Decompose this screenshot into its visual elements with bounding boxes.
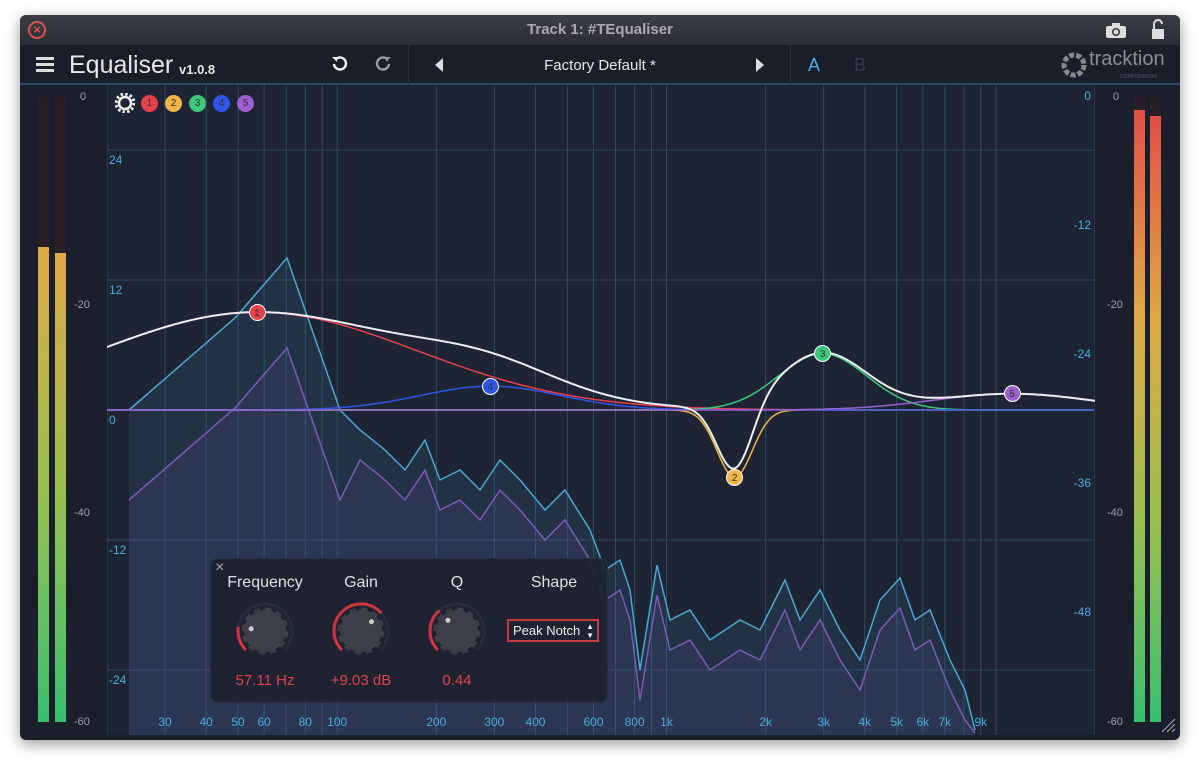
spectrum-scale-label: -12 (1073, 218, 1091, 232)
gain-scale-label: 12 (109, 283, 123, 297)
frequency-label: Frequency (227, 574, 303, 591)
meter-label: -40 (1107, 507, 1123, 519)
shape-value: Peak Notch (513, 623, 581, 638)
spectrum-line-input (128, 256, 976, 731)
spectrum-scale-label: -36 (1073, 476, 1091, 490)
title-bar: × Track 1: #TEqualiser (20, 15, 1180, 45)
meter-label: -20 (74, 299, 90, 311)
band-node-1[interactable]: 1 (248, 303, 266, 321)
frequency-axis-label: 1k (660, 715, 673, 729)
preset-name[interactable]: Factory Default * (544, 57, 656, 74)
meter-label: -20 (1107, 299, 1123, 311)
right-meter-bar-r (1150, 116, 1161, 722)
band-toggle-1[interactable]: 1 (141, 95, 158, 112)
q-value: 0.44 (442, 672, 472, 689)
meter-label: -60 (1107, 716, 1123, 728)
frequency-axis-label: 7k (938, 715, 952, 729)
band-curve-5 (107, 393, 1095, 411)
spectrum-scale-label: -48 (1073, 605, 1091, 619)
logo-subtitle: CORPORATION (1120, 74, 1157, 80)
q-label: Q (450, 574, 464, 591)
frequency-axis-label: 3k (817, 715, 830, 729)
band-toggle-2[interactable]: 2 (165, 95, 182, 112)
band-toggle-4[interactable]: 4 (213, 95, 230, 112)
frequency-axis-label: 200 (426, 715, 447, 729)
close-panel-icon[interactable]: × (215, 559, 225, 576)
frequency-axis-label: 600 (583, 715, 604, 729)
meter-label: 0 (80, 91, 87, 103)
frequency-axis-label: 80 (298, 715, 312, 729)
frequency-knob[interactable] (230, 601, 300, 661)
band-node-3[interactable]: 3 (814, 345, 832, 363)
frequency-axis-label: 6k (916, 715, 930, 729)
frequency-axis-label: 2k (759, 715, 772, 729)
shape-label: Shape (530, 574, 578, 591)
tracktion-logo: tracktion (1089, 48, 1165, 70)
updown-arrows-icon: ▲ ▼ (586, 622, 594, 640)
band-node-4[interactable]: 4 (481, 377, 499, 395)
tracktion-logo-icon (1061, 52, 1087, 78)
gain-value: +9.03 dB (330, 672, 392, 689)
spectrum-scale-label: -24 (1073, 347, 1091, 361)
window-title: Track 1: #TEqualiser (527, 21, 673, 38)
gain-knob[interactable] (326, 601, 396, 661)
meter-label: -40 (74, 507, 90, 519)
band-node-2[interactable]: 2 (726, 468, 744, 486)
gain-scale-label: 0 (109, 413, 116, 427)
frequency-axis-label: 4k (858, 715, 872, 729)
frequency-axis-label: 50 (231, 715, 245, 729)
meter-label: 0 (1113, 91, 1120, 103)
gain-label: Gain (344, 574, 378, 591)
gain-scale-label: -12 (109, 543, 127, 557)
version-label: v1.0.8 (179, 62, 216, 77)
right-meter-bar-l (1134, 110, 1145, 722)
unlock-icon[interactable] (1150, 19, 1166, 41)
resize-handle-icon[interactable] (1160, 717, 1176, 733)
menu-icon[interactable] (36, 57, 54, 72)
ab-b-button[interactable]: B (854, 55, 867, 75)
plugin-window: × Track 1: #TEqualiser Equaliser v1.0.8 … (20, 15, 1180, 740)
band-editor-panel: × Frequency Gain Q Shape Peak Notch ▲ ▼ 57… (210, 558, 608, 703)
left-meter-bar-r (55, 253, 66, 722)
spectrum-scale-label: 0 (1084, 89, 1091, 103)
frequency-value: 57.11 Hz (235, 672, 295, 689)
gain-scale-label: -24 (109, 673, 127, 687)
frequency-axis-label: 5k (890, 715, 904, 729)
next-preset-icon[interactable] (755, 58, 765, 72)
camera-icon[interactable] (1105, 22, 1127, 39)
band-toggle-5[interactable]: 5 (237, 95, 254, 112)
ab-a-button[interactable]: A (808, 55, 821, 75)
frequency-axis-label: 400 (525, 715, 546, 729)
settings-gear-icon[interactable] (115, 93, 135, 113)
left-meter-bar-l (38, 247, 49, 722)
frequency-axis-label: 30 (158, 715, 172, 729)
spectrum-line-output (128, 346, 976, 734)
frequency-axis-label: 100 (327, 715, 348, 729)
band-node-5[interactable]: 5 (1003, 385, 1021, 403)
frequency-axis-label: 300 (484, 715, 505, 729)
meter-label: -60 (74, 716, 90, 728)
total-eq-curve (107, 311, 1095, 470)
previous-preset-icon[interactable] (434, 58, 444, 72)
eq-graph[interactable]: 24 12 0 -12 -24 0 -12 -24 -36 -48 30 40 50 60 80 100 200… (107, 85, 1095, 735)
undo-icon[interactable] (330, 55, 348, 73)
app-title: Equaliser (69, 51, 174, 79)
shape-select[interactable]: Peak Notch ▲ ▼ (507, 619, 599, 642)
frequency-axis-label: 800 (624, 715, 645, 729)
frequency-axis-label: 9k (974, 715, 988, 729)
q-knob[interactable] (422, 601, 492, 661)
band-toggle-3[interactable]: 3 (189, 95, 206, 112)
close-icon[interactable]: × (28, 21, 46, 39)
frequency-axis-label: 60 (257, 715, 271, 729)
frequency-axis-label: 40 (199, 715, 213, 729)
gain-scale-label: 24 (109, 153, 123, 167)
toolbar: Equaliser v1.0.8 Factory Default * A B t… (20, 45, 1180, 85)
redo-icon[interactable] (375, 55, 393, 73)
